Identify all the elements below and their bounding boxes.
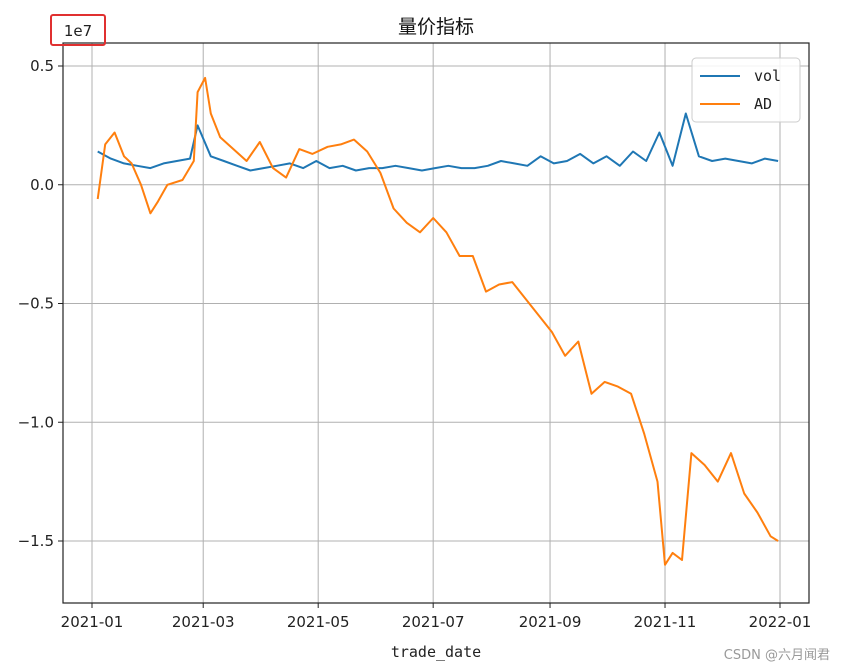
x-tick-label: 2021-01 xyxy=(61,613,124,631)
plot-background xyxy=(63,43,809,603)
offset-highlight-box xyxy=(50,14,106,46)
x-tick-label: 2022-01 xyxy=(749,613,812,631)
y-tick-label: 0.0 xyxy=(30,176,54,194)
x-tick-label: 2021-05 xyxy=(287,613,350,631)
legend-label-ad: AD xyxy=(754,95,772,113)
legend-box xyxy=(691,57,801,123)
x-tick-label: 2021-09 xyxy=(519,613,582,631)
watermark: CSDN @六月闻君 xyxy=(723,648,830,663)
axis-ticks: 2021-01 2021-03 2021-05 2021-07 2021-09 2021-… xyxy=(18,57,812,631)
y-axis-offset-label: 1e7 xyxy=(64,22,92,40)
x-tick-label: 2021-07 xyxy=(402,613,465,631)
series-layer xyxy=(96,76,779,566)
y-tick-label: 0.5 xyxy=(30,57,54,75)
x-tick-label: 2021-11 xyxy=(634,613,697,631)
plot-frame xyxy=(62,42,810,604)
y-tick-label: −1.0 xyxy=(18,413,54,431)
series-line-ad xyxy=(96,76,779,566)
y-tick-label: −1.5 xyxy=(18,532,54,550)
legend-label-vol: vol xyxy=(754,67,781,85)
y-tick-label: −0.5 xyxy=(18,295,54,313)
x-axis-label: trade_date xyxy=(391,643,481,661)
legend: vol AD xyxy=(691,57,801,123)
x-tick-label: 2021-03 xyxy=(172,613,235,631)
chart-title: 量价指标 xyxy=(398,16,474,38)
series-line-vol xyxy=(97,112,779,172)
